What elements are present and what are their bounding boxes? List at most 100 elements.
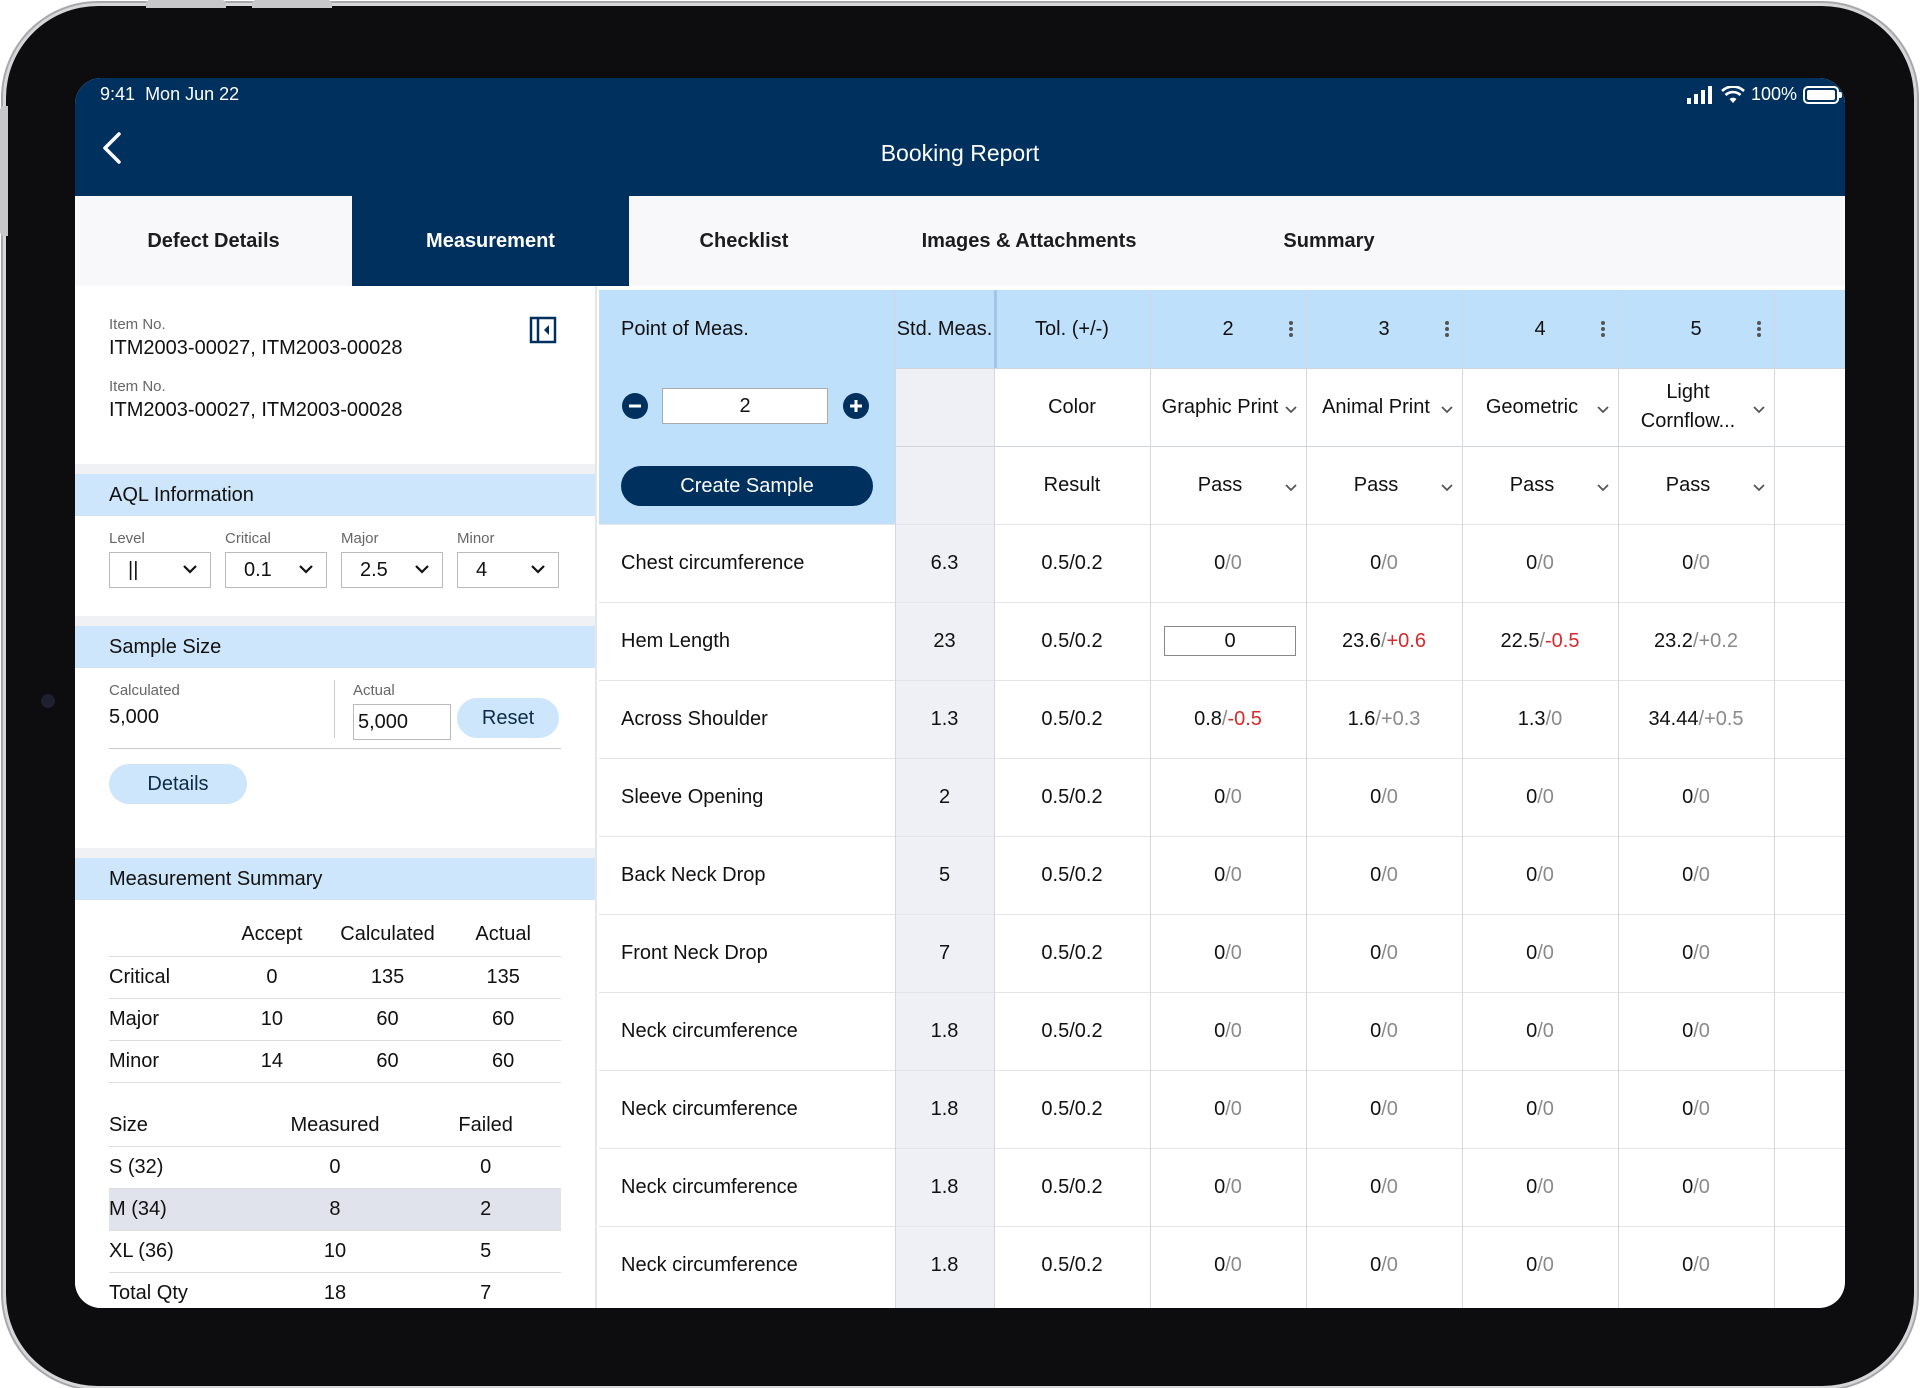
measurement-cell[interactable]: 0 / 0 <box>1306 836 1462 914</box>
measurement-cell[interactable]: 0 / 0 <box>1618 524 1774 602</box>
create-sample-button[interactable]: Create Sample <box>621 466 873 506</box>
measurement-cell[interactable]: 0 / 0 <box>1618 758 1774 836</box>
row-divider <box>599 680 1845 681</box>
chevron-down-icon <box>415 565 429 574</box>
more-options-icon[interactable] <box>1600 319 1606 339</box>
tolerance-value: 0.5/0.2 <box>1041 629 1103 652</box>
more-options-icon[interactable] <box>1288 319 1294 339</box>
decrement-button[interactable] <box>621 392 649 420</box>
chevron-down-icon <box>1441 406 1453 414</box>
aql-section-title: AQL Information <box>75 474 595 516</box>
measurement-cell[interactable]: 1.6 / +0.3 <box>1306 680 1462 758</box>
measurement-cell[interactable]: 0 / 0 <box>1150 836 1306 914</box>
deviation-value: 0 <box>1542 863 1554 886</box>
measurement-cell[interactable]: 0 / 0 <box>1462 1070 1618 1148</box>
collapse-panel-icon[interactable] <box>529 316 557 344</box>
deviation-value: 0 <box>1698 863 1710 886</box>
measured-value: 0 <box>1682 785 1694 808</box>
measurement-cell[interactable]: 0 / 0 <box>1462 914 1618 992</box>
measurement-cell[interactable]: 0 / 0 <box>1306 1226 1462 1304</box>
sample-result-select[interactable]: Pass <box>1462 446 1618 524</box>
more-options-icon[interactable] <box>1756 319 1762 339</box>
back-arrow-icon[interactable] <box>97 128 129 168</box>
aql-critical-select[interactable]: 0.1 <box>225 552 327 588</box>
actual-input[interactable]: 5,000 <box>353 704 451 740</box>
measurement-cell[interactable]: 0 / 0 <box>1618 914 1774 992</box>
deviation-value: 0 <box>1230 941 1242 964</box>
wifi-icon <box>1721 85 1745 103</box>
sample-result-select[interactable]: Pass <box>1150 446 1306 524</box>
std-meas-value: 23 <box>933 629 956 652</box>
value-separator: / <box>1225 1019 1231 1042</box>
sample-color-select[interactable]: Graphic Print <box>1150 368 1306 446</box>
measurement-cell[interactable]: 0 / 0 <box>1306 992 1462 1070</box>
measurement-cell[interactable]: 0 / 0 <box>1150 992 1306 1070</box>
measurement-cell[interactable]: 0 / 0 <box>1618 1070 1774 1148</box>
measurement-cell[interactable]: 0 / 0 <box>1462 992 1618 1070</box>
sample-color-select[interactable]: Animal Print <box>1306 368 1462 446</box>
item-no-value-2: ITM2003-00027, ITM2003-00028 <box>109 399 403 421</box>
measurement-cell[interactable]: 34.44 / +0.5 <box>1618 680 1774 758</box>
measurement-cell[interactable]: 0 / 0 <box>1618 1148 1774 1226</box>
aql-minor-select[interactable]: 4 <box>457 552 559 588</box>
sample-color-select[interactable]: Light Cornflow... <box>1618 368 1774 446</box>
measurement-cell[interactable]: 23.2 / +0.2 <box>1618 602 1774 680</box>
measurement-input[interactable]: 0 <box>1164 626 1296 656</box>
chevron-down-icon <box>1753 484 1765 492</box>
table-row: Critical 0 135 135 <box>109 956 561 999</box>
measurement-cell[interactable]: 0 / 0 <box>1618 1226 1774 1304</box>
measurement-cell[interactable]: 0 / 0 <box>1306 914 1462 992</box>
measurement-cell[interactable]: 0 / 0 <box>1618 836 1774 914</box>
measured-value: 1.3 <box>1517 707 1546 730</box>
reset-button[interactable]: Reset <box>457 698 559 738</box>
chevron-down-icon <box>1753 406 1765 414</box>
row-divider <box>599 836 1845 837</box>
measurement-cell[interactable]: 23.6 / +0.6 <box>1306 602 1462 680</box>
point-of-measure: Chest circumference <box>621 551 805 574</box>
measurement-cell[interactable]: 0 / 0 <box>1150 914 1306 992</box>
page-title: Booking Report <box>880 140 1040 166</box>
measurement-cell[interactable]: 0 / 0 <box>1150 1226 1306 1304</box>
measurement-cell[interactable]: 0.8 / -0.5 <box>1150 680 1306 758</box>
measurement-cell[interactable]: 0 / 0 <box>1462 1148 1618 1226</box>
measurement-cell[interactable]: 0 / 0 <box>1306 524 1462 602</box>
aql-major-select[interactable]: 2.5 <box>341 552 443 588</box>
table-row-highlighted: M (34) 8 2 <box>109 1188 561 1231</box>
tab-images-attachments[interactable]: Images & Attachments <box>921 229 1137 252</box>
sample-color-select[interactable]: Geometric <box>1462 368 1618 446</box>
measurement-cell[interactable]: 0 / 0 <box>1462 524 1618 602</box>
measurement-cell[interactable]: 0 / 0 <box>1150 1148 1306 1226</box>
measurement-cell[interactable]: 0 / 0 <box>1150 524 1306 602</box>
sample-result-select[interactable]: Pass <box>1306 446 1462 524</box>
measurement-cell[interactable]: 0 / 0 <box>1306 1148 1462 1226</box>
measurement-cell[interactable]: 0 / 0 <box>1462 1226 1618 1304</box>
aql-level-select[interactable]: || <box>109 552 211 588</box>
deviation-value: +0.3 <box>1380 707 1421 730</box>
tab-bar: Defect Details Measurement Checklist Ima… <box>75 196 1845 286</box>
sample-result-select[interactable]: Pass <box>1618 446 1774 524</box>
measurement-cell[interactable]: 22.5 / -0.5 <box>1462 602 1618 680</box>
chevron-down-icon <box>299 565 313 574</box>
row-divider <box>599 1226 1845 1227</box>
tab-checklist[interactable]: Checklist <box>699 229 789 252</box>
more-options-icon[interactable] <box>1444 319 1450 339</box>
increment-button[interactable] <box>842 392 870 420</box>
measurement-cell[interactable]: 0 / 0 <box>1150 758 1306 836</box>
tab-summary[interactable]: Summary <box>1283 229 1375 252</box>
measurement-summary: Accept Calculated Actual Critical 0 135 135… <box>75 900 595 1308</box>
measurement-cell[interactable]: 0 / 0 <box>1306 1070 1462 1148</box>
measured-value: 23.2 <box>1654 629 1693 652</box>
tab-measurement[interactable]: Measurement <box>352 196 629 286</box>
measurement-cell[interactable]: 0 / 0 <box>1618 992 1774 1070</box>
measurement-cell[interactable]: 1.3 / 0 <box>1462 680 1618 758</box>
details-button[interactable]: Details <box>109 764 247 804</box>
sample-count-input[interactable]: 2 <box>662 388 828 424</box>
measurement-cell[interactable]: 0 / 0 <box>1306 758 1462 836</box>
tab-defect-details[interactable]: Defect Details <box>147 229 280 252</box>
measurement-cell[interactable]: 0 / 0 <box>1462 836 1618 914</box>
measurement-cell[interactable]: 0 / 0 <box>1462 758 1618 836</box>
measurement-cell[interactable]: 0 / 0 <box>1150 1070 1306 1148</box>
value-separator: / <box>1693 1097 1699 1120</box>
std-meas-value: 5 <box>938 863 951 886</box>
deviation-value: 0 <box>1230 1175 1242 1198</box>
